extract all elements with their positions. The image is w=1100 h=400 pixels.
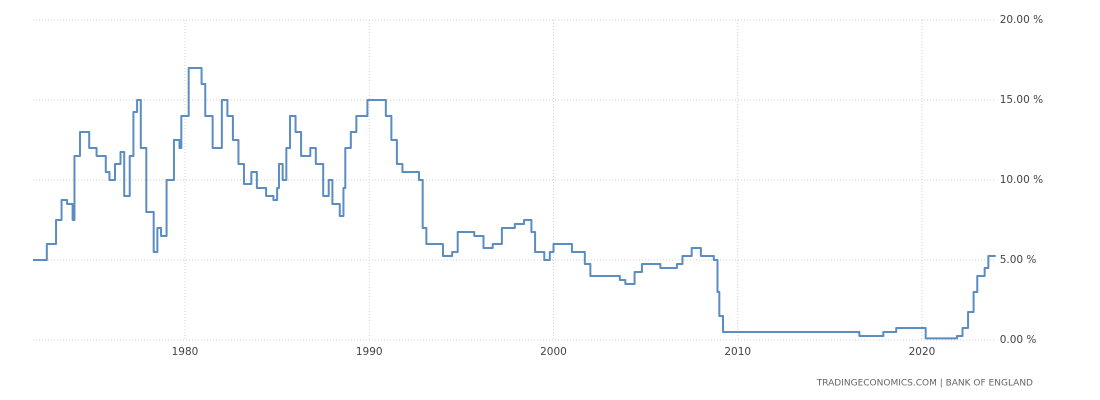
x-tick-label: 2020 [909, 346, 936, 358]
y-tick-label: 20.00 % [1000, 14, 1043, 26]
x-tick-label: 2010 [724, 346, 751, 358]
y-tick-label: 15.00 % [1000, 94, 1043, 106]
x-tick-label: 1980 [172, 346, 199, 358]
y-tick-label: 0.00 % [1000, 334, 1037, 346]
x-tick-label: 1990 [356, 346, 383, 358]
source-annotation: TRADINGECONOMICS.COM | BANK OF ENGLAND [816, 379, 1033, 389]
line-series [33, 67, 996, 340]
y-tick-label: 10.00 % [1000, 174, 1043, 186]
y-tick-label: 5.00 % [1000, 254, 1037, 266]
x-tick-label: 2000 [540, 346, 567, 358]
